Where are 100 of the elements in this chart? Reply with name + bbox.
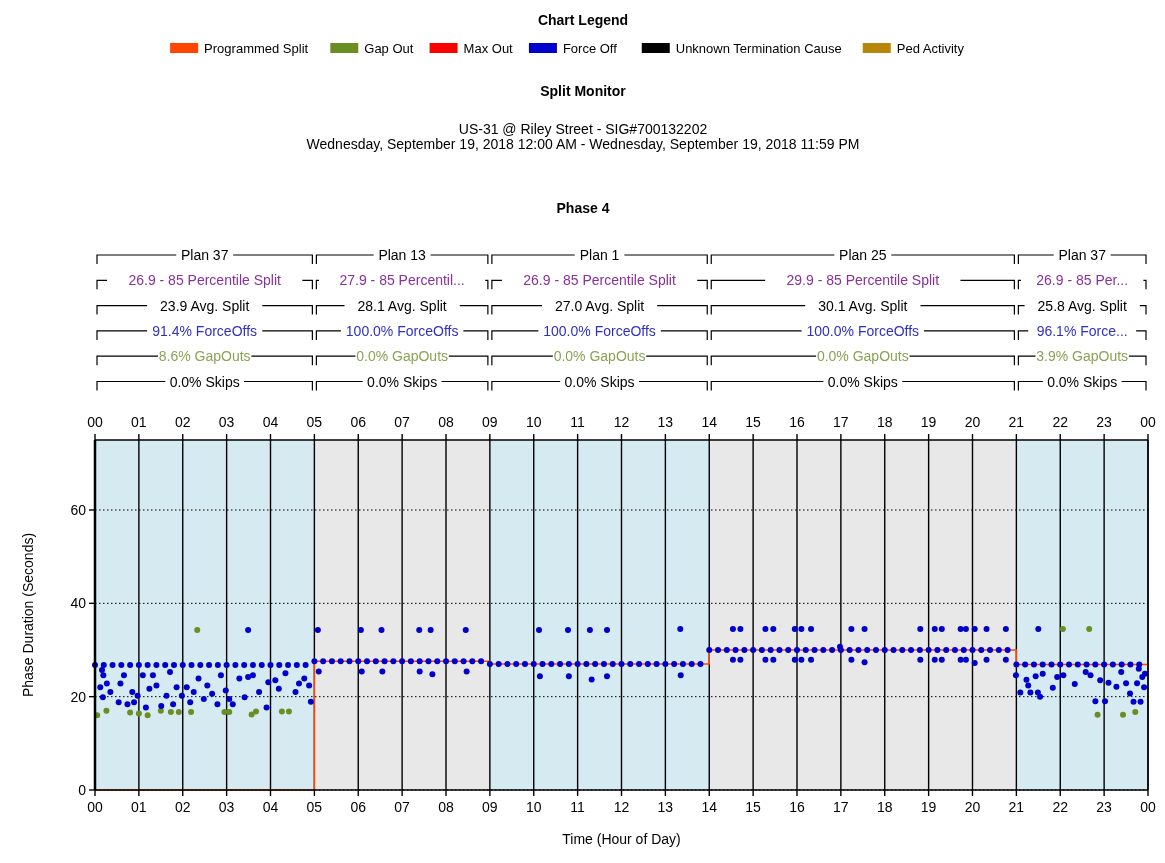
legend-label: Programmed Split [204, 40, 309, 56]
point [1094, 711, 1101, 718]
x2-tick-label: 16 [789, 799, 805, 815]
text: 26.9 - 85 Per... [1036, 272, 1129, 289]
text: 29.9 - 85 Percentile Split [786, 272, 940, 289]
text: 23.9 Avg. Split [160, 297, 250, 314]
point [127, 709, 134, 716]
text: 27.0 Avg. Split [554, 297, 645, 314]
x-tick-label: 11 [570, 414, 586, 430]
x2-tick-label: 00 [87, 799, 103, 815]
x2-tick-label: 18 [876, 799, 893, 815]
point [175, 709, 182, 716]
text: Plan 37 [1058, 247, 1107, 263]
text: 96.1% Force... [1036, 322, 1128, 339]
text: 0.0% Skips [169, 373, 240, 390]
y-axis-title: Phase Duration (Seconds) [20, 532, 36, 698]
x2-tick-label: 19 [920, 799, 937, 815]
x2-tick-label: 05 [306, 799, 323, 815]
point [1086, 626, 1093, 632]
x-tick-label: 10 [525, 414, 542, 430]
point [194, 626, 201, 633]
point [1132, 709, 1139, 716]
x-tick-label: 07 [394, 414, 411, 430]
y-tick-label: 60 [70, 502, 87, 518]
legend-label: Ped Activity [896, 40, 965, 56]
x2-tick-label: 14 [701, 799, 718, 815]
legend-title: Chart Legend [537, 12, 629, 28]
text: 0.0% Skips [367, 373, 438, 390]
text: 100.0% ForceOffs [543, 322, 656, 339]
x-tick-label: 17 [833, 414, 849, 430]
legend-label: Force Off [562, 40, 618, 56]
x-tick-label: 09 [482, 414, 498, 430]
point [221, 709, 228, 716]
x-tick-label: 06 [350, 414, 367, 430]
x2-tick-label: 08 [438, 799, 454, 815]
y-tick-label: 0 [78, 782, 87, 798]
x-tick-label: 22 [1052, 414, 1069, 430]
text: 26.9 - 85 Percentile Split [128, 272, 282, 289]
x-tick-label: 05 [306, 414, 323, 430]
x-tick-label: 19 [920, 414, 937, 430]
x-tick-label: 03 [218, 414, 235, 430]
x-tick-label: 20 [964, 414, 981, 430]
x-tick-label: 02 [174, 414, 191, 430]
x2-tick-label: 03 [218, 799, 235, 815]
x-tick-label: 04 [262, 414, 279, 430]
legend-label: Unknown Termination Cause [675, 40, 842, 56]
point [188, 709, 195, 716]
text: 25.8 Avg. Split [1037, 297, 1127, 314]
point [167, 709, 174, 716]
point [135, 710, 142, 717]
point [248, 711, 255, 718]
text: 27.9 - 85 Percentil... [339, 272, 465, 289]
x-tick-label: 00 [87, 414, 103, 430]
x-tick-label: 16 [789, 414, 805, 430]
text: 0.0% Skips [1047, 373, 1118, 390]
text: 0.0% GapOuts [553, 348, 646, 365]
text: 0.0% Skips [827, 373, 898, 390]
chart-subtitle: US-31 @ Riley Street - SIG#700132202 Wednesday, September 19, 2018 12:00 AM - Wednesday, September 19, 2018 11:59 PM [306, 121, 860, 152]
x-tick-label: 12 [613, 414, 630, 430]
x-tick-label: 00 [1140, 414, 1156, 430]
text: 100.0% ForceOffs [345, 322, 459, 339]
x-tick-label: 13 [657, 414, 674, 430]
x-axis-title: Time (Hour of Day) [562, 831, 681, 847]
point [278, 708, 285, 715]
x2-tick-label: 07 [394, 799, 411, 815]
x-tick-label: 08 [438, 414, 454, 430]
text: Plan 1 [579, 247, 620, 263]
x2-tick-label: 01 [131, 799, 147, 815]
x2-tick-label: 23 [1096, 799, 1113, 815]
legend-label: Gap Out [364, 40, 414, 56]
x2-tick-label: 11 [570, 799, 586, 815]
text: 91.4% ForceOffs [152, 322, 258, 339]
legend-label: Max Out [463, 40, 514, 56]
point [1059, 626, 1066, 632]
x2-tick-label: 13 [657, 799, 674, 815]
x-tick-label: 18 [876, 414, 893, 430]
text: 3.9% GapOuts [1036, 348, 1129, 365]
x2-tick-label: 04 [262, 799, 279, 815]
x2-tick-label: 17 [833, 799, 849, 815]
chart-title: Split Monitor [540, 83, 627, 99]
text: 8.6% GapOuts [158, 348, 251, 365]
x-tick-label: 15 [745, 414, 762, 430]
point [285, 708, 292, 715]
x2-tick-label: 21 [1008, 799, 1025, 815]
text: Plan 37 [180, 247, 229, 263]
x-tick-label: 14 [701, 414, 718, 430]
x-tick-label: 21 [1008, 414, 1025, 430]
y-tick-label: 20 [70, 688, 87, 705]
text: 100.0% ForceOffs [806, 322, 920, 339]
x2-tick-label: 09 [482, 799, 498, 815]
x2-tick-label: 02 [174, 799, 191, 815]
x2-tick-label: 15 [745, 799, 762, 815]
text: 26.9 - 85 Percentile Split [523, 272, 676, 289]
x2-tick-label: 20 [964, 799, 981, 815]
text: 0.0% Skips [564, 373, 635, 390]
x2-tick-label: 00 [1140, 799, 1156, 815]
point [103, 707, 110, 714]
point [253, 708, 260, 715]
x2-tick-label: 06 [350, 799, 367, 815]
text: 0.0% GapOuts [816, 348, 909, 365]
